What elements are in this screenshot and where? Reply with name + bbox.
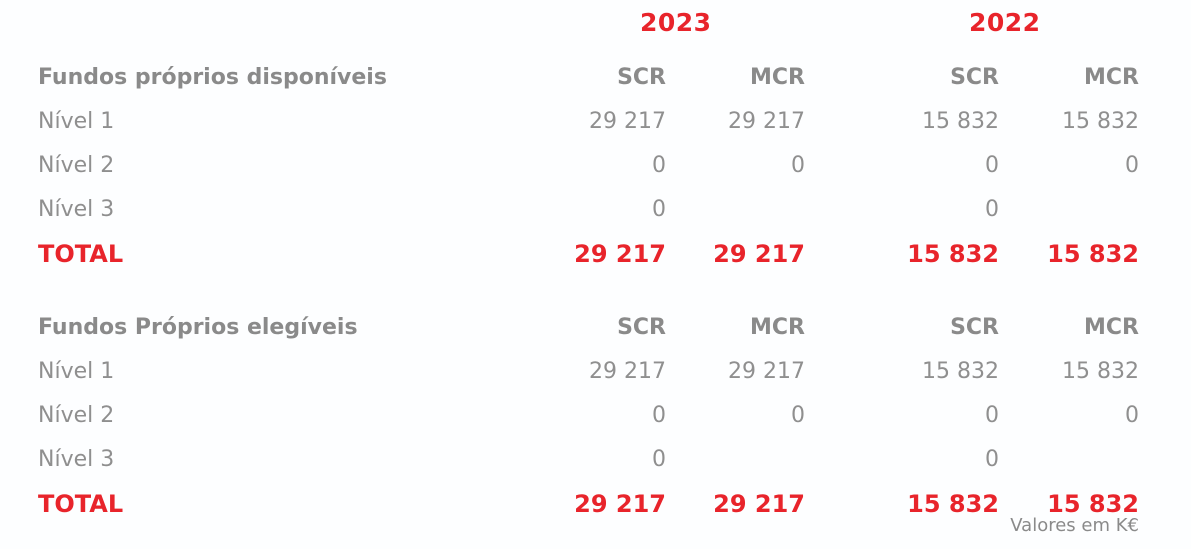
col-header-2023-mcr: MCR [750,315,805,340]
available-own-funds-table: Fundos próprios disponíveis SCR MCR SCR … [38,56,1141,276]
table-cell: 0 [1125,153,1139,178]
section-title: Fundos Próprios elegíveis [38,315,358,340]
row-label: Nível 1 [38,109,115,134]
table-row: Nível 2 0 0 0 0 [38,394,1141,438]
col-header-2023-mcr: MCR [750,65,805,90]
row-label: Nível 2 [38,403,115,428]
col-header-2022-scr: SCR [950,65,999,90]
row-label: Nível 3 [38,447,115,472]
table-cell: 0 [652,153,666,178]
eligible-own-funds-table: Fundos Próprios elegíveis SCR MCR SCR MC… [38,306,1141,526]
section-header-row: Fundos próprios disponíveis SCR MCR SCR … [38,56,1141,100]
table-cell: 29 217 [728,109,805,134]
table-cell: 0 [985,447,999,472]
table-row: Nível 3 0 0 [38,188,1141,232]
table-row: Nível 3 0 0 [38,438,1141,482]
table-cell: 29 217 [589,359,666,384]
table-cell: 0 [652,403,666,428]
table-cell: 0 [1125,403,1139,428]
table-cell: 29 217 [728,359,805,384]
total-cell: 15 832 [907,240,999,268]
table-cell: 15 832 [922,359,999,384]
total-cell: 15 832 [1047,490,1139,518]
col-header-2022-scr: SCR [950,315,999,340]
year-2022-heading: 2022 [969,8,1041,37]
table-row: Nível 1 29 217 29 217 15 832 15 832 [38,350,1141,394]
table-row: Nível 1 29 217 29 217 15 832 15 832 [38,100,1141,144]
table-cell: 0 [985,403,999,428]
col-header-2023-scr: SCR [617,65,666,90]
table-cell: 0 [985,153,999,178]
section-title: Fundos próprios disponíveis [38,65,387,90]
row-label: Nível 3 [38,197,115,222]
total-cell: 29 217 [574,240,666,268]
total-label: TOTAL [38,240,124,268]
total-cell: 29 217 [574,490,666,518]
table-cell: 0 [985,197,999,222]
units-footnote: Valores em K€ [1010,515,1139,536]
table-cell: 15 832 [1062,109,1139,134]
col-header-2023-scr: SCR [617,315,666,340]
total-row: TOTAL 29 217 29 217 15 832 15 832 [38,232,1141,276]
row-label: Nível 2 [38,153,115,178]
col-header-2022-mcr: MCR [1084,315,1139,340]
total-cell: 29 217 [713,490,805,518]
total-row: TOTAL 29 217 29 217 15 832 15 832 [38,482,1141,526]
table-cell: 0 [652,197,666,222]
row-label: Nível 1 [38,359,115,384]
total-cell: 15 832 [907,490,999,518]
table-cell: 15 832 [1062,359,1139,384]
total-label: TOTAL [38,490,124,518]
table-cell: 15 832 [922,109,999,134]
col-header-2022-mcr: MCR [1084,65,1139,90]
table-cell: 0 [652,447,666,472]
table-cell: 0 [791,403,805,428]
table-cell: 29 217 [589,109,666,134]
table-cell: 0 [791,153,805,178]
section-header-row: Fundos Próprios elegíveis SCR MCR SCR MC… [38,306,1141,350]
table-row: Nível 2 0 0 0 0 [38,144,1141,188]
total-cell: 15 832 [1047,240,1139,268]
year-2023-heading: 2023 [640,8,712,37]
total-cell: 29 217 [713,240,805,268]
